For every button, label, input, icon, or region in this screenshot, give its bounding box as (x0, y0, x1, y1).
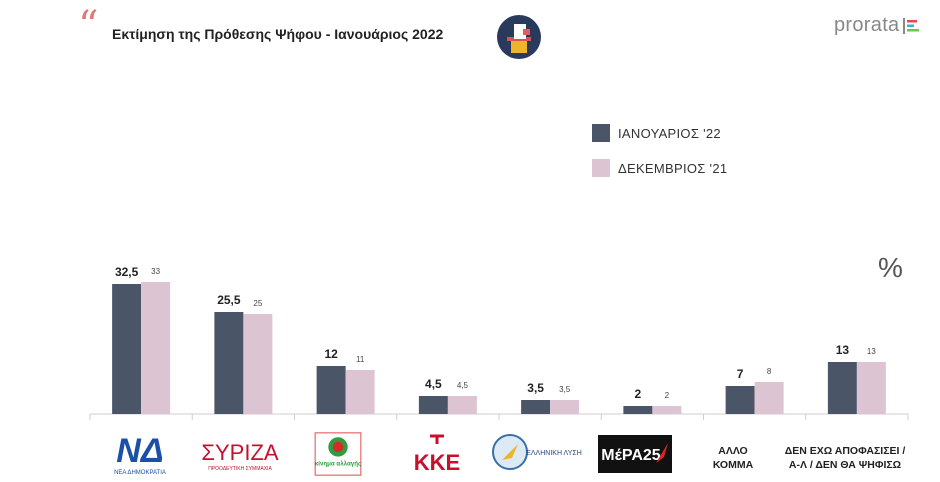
bar-series1-7 (725, 386, 755, 414)
kke-logo-text: ΚΚΕ (414, 450, 460, 475)
data-label-series1-2: 25,5 (217, 293, 241, 307)
data-label-series2-7: 8 (767, 367, 772, 376)
chart-legend: ΙΑΝΟΥΑΡΙΟΣ '22 ΔΕΚΕΜΒΡΙΟΣ '21 (592, 123, 727, 193)
bar-series1-2 (214, 312, 244, 414)
category-other-party-line1: ΑΛΛΟ (718, 445, 748, 457)
bar-series2-4 (447, 396, 477, 414)
nd-logo: ΝΔ ΝΕΑ ΔΗΜΟΚΡΑΤΙΑ (114, 432, 166, 476)
data-label-series1-6: 2 (635, 387, 642, 401)
svg-text:ΝΔ: ΝΔ (116, 432, 163, 470)
kinal-logo: κίνημα αλλαγής (314, 432, 362, 476)
kinal-logo-text: κίνημα αλλαγής (315, 460, 361, 467)
bar-series1-6 (623, 406, 653, 414)
brand-logo: prorata (834, 14, 900, 36)
legend-label-december: ΔΕΚΕΜΒΡΙΟΣ '21 (618, 160, 728, 176)
kke-logo: ΚΚΕ (414, 434, 460, 475)
legend-item-january: ΙΑΝΟΥΑΡΙΟΣ '22 (592, 123, 727, 143)
bar-series2-5 (550, 400, 580, 414)
bar-series2-3 (345, 370, 375, 414)
legend-swatch-december (592, 159, 610, 177)
nd-logo-text: ΝΕΑ ΔΗΜΟΚΡΑΤΙΑ (114, 470, 166, 476)
data-label-series1-7: 7 (737, 367, 744, 381)
quote-mark: “ (78, 3, 99, 49)
bar-series2-8 (856, 362, 886, 414)
bar-series2-2 (243, 314, 273, 414)
data-label-series2-6: 2 (665, 391, 670, 400)
syriza-logo-subtext: ΠΡΟΟΔΕΥΤΙΚΗ ΣΥΜΜΑΧΙΑ (208, 466, 272, 472)
data-label-series2-5: 3,5 (559, 385, 571, 394)
elliniki-lysi-logo-text: ΕΛΛΗΝΙΚΗ ΛΥΣΗ (526, 450, 582, 457)
ballot-icon (497, 15, 541, 59)
data-label-series2-4: 4,5 (457, 381, 469, 390)
syriza-logo-text: ΣΥΡΙΖΑ (201, 440, 278, 465)
category-undecided-line1: ΔΕΝ ΕΧΩ ΑΠΟΦΑΣΙΣΕΙ / (784, 445, 906, 457)
data-label-series1-4: 4,5 (425, 377, 442, 391)
category-undecided: ΔΕΝ ΕΧΩ ΑΠΟΦΑΣΙΣΕΙ / Α-Λ / ΔΕΝ ΘΑ ΨΗΦΙΣΩ (770, 444, 920, 472)
data-label-series2-1: 33 (151, 267, 160, 276)
mera25-logo-text: ΜέΡΑ25 (601, 447, 660, 464)
legend-swatch-january (592, 124, 610, 142)
data-label-series1-3: 12 (324, 347, 338, 361)
elliniki-lysi-logo: ΕΛΛΗΝΙΚΗ ΛΥΣΗ (492, 434, 582, 470)
bar-series1-5 (521, 400, 551, 414)
data-label-series2-8: 13 (867, 347, 876, 356)
bar-series2-7 (754, 382, 784, 414)
chart-title: Εκτίμηση της Πρόθεσης Ψήφου - Ιανουάριος… (112, 26, 444, 42)
bar-series1-3 (316, 366, 346, 414)
bar-series1-4 (418, 396, 448, 414)
brand-bars-icon (903, 18, 919, 34)
data-label-series1-5: 3,5 (527, 381, 544, 395)
bar-series1-8 (827, 362, 857, 414)
bar-series2-6 (652, 406, 682, 414)
legend-item-december: ΔΕΚΕΜΒΡΙΟΣ '21 (592, 158, 727, 178)
bar-series2-1 (141, 282, 171, 414)
bar-series1-1 (112, 284, 142, 414)
category-other-party-line2: ΚΟΜΜΑ (712, 459, 754, 471)
data-label-series1-8: 13 (836, 343, 850, 357)
data-label-series2-2: 25 (253, 299, 262, 308)
mera25-logo: ΜέΡΑ25 (598, 435, 672, 473)
category-other-party: ΑΛΛΟ ΚΟΜΜΑ (700, 444, 766, 472)
unit-label: % (878, 252, 903, 283)
data-label-series2-3: 11 (356, 355, 365, 364)
syriza-logo: ΣΥΡΙΖΑ ΠΡΟΟΔΕΥΤΙΚΗ ΣΥΜΜΑΧΙΑ (201, 440, 278, 472)
legend-label-january: ΙΑΝΟΥΑΡΙΟΣ '22 (618, 125, 721, 141)
category-undecided-line2: Α-Λ / ΔΕΝ ΘΑ ΨΗΦΙΣΩ (788, 459, 902, 471)
data-label-series1-1: 32,5 (115, 265, 139, 279)
